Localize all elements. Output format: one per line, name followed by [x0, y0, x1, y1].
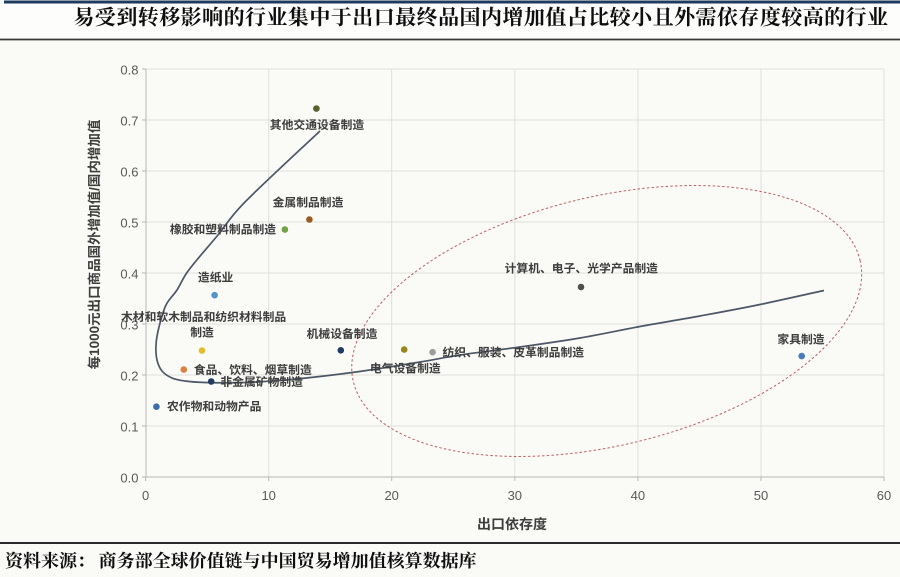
svg-text:0.0: 0.0: [120, 470, 138, 485]
svg-text:0.6: 0.6: [120, 164, 138, 179]
svg-text:食品、饮料、烟草制造: 食品、饮料、烟草制造: [194, 361, 312, 378]
svg-text:40: 40: [631, 488, 645, 503]
svg-text:0.3: 0.3: [120, 317, 138, 332]
svg-text:纺织、服装、皮革制品制造: 纺织、服装、皮革制品制造: [443, 344, 585, 361]
svg-text:金属制品制造: 金属制品制造: [273, 194, 344, 211]
svg-text:60: 60: [877, 488, 891, 503]
svg-text:制造: 制造: [190, 324, 214, 341]
svg-text:0.5: 0.5: [120, 215, 138, 230]
svg-text:橡胶和塑料制品制造: 橡胶和塑料制品制造: [170, 221, 276, 238]
svg-text:易受到转移影响的行业集中于出口最终品国内增加值占比较小且外需: 易受到转移影响的行业集中于出口最终品国内增加值占比较小且外需依存度较高的行业: [73, 2, 888, 32]
svg-text:30: 30: [508, 488, 522, 503]
svg-text:计算机、电子、光学产品制造: 计算机、电子、光学产品制造: [505, 259, 659, 276]
svg-text:资料来源： 商务部全球价值链与中国贸易增加值核算数据库: 资料来源： 商务部全球价值链与中国贸易增加值核算数据库: [5, 547, 477, 573]
svg-text:其他交通设备制造: 其他交通设备制造: [270, 116, 365, 133]
svg-text:木材和软木制品和纺织材料制品: 木材和软木制品和纺织材料制品: [121, 308, 286, 325]
svg-text:非金属矿物制造: 非金属矿物制造: [220, 373, 303, 390]
svg-text:0.7: 0.7: [120, 113, 138, 128]
svg-text:每1000元出口商品国外增加值/国内增加值: 每1000元出口商品国外增加值/国内增加值: [83, 119, 103, 369]
svg-text:机械设备制造: 机械设备制造: [307, 325, 378, 342]
svg-text:造纸业: 造纸业: [198, 269, 234, 286]
svg-text:家具制造: 家具制造: [777, 331, 824, 348]
svg-text:0.4: 0.4: [120, 266, 138, 281]
svg-text:50: 50: [754, 488, 768, 503]
svg-text:20: 20: [384, 488, 398, 503]
svg-text:0: 0: [142, 488, 149, 503]
svg-text:10: 10: [261, 488, 275, 503]
svg-text:出口依存度: 出口依存度: [477, 514, 547, 534]
svg-text:0.1: 0.1: [120, 419, 138, 434]
svg-text:0.2: 0.2: [120, 368, 138, 383]
svg-text:农作物和动物产品: 农作物和动物产品: [167, 398, 261, 415]
svg-text:电气设备制造: 电气设备制造: [370, 359, 441, 376]
svg-text:0.8: 0.8: [120, 62, 138, 77]
